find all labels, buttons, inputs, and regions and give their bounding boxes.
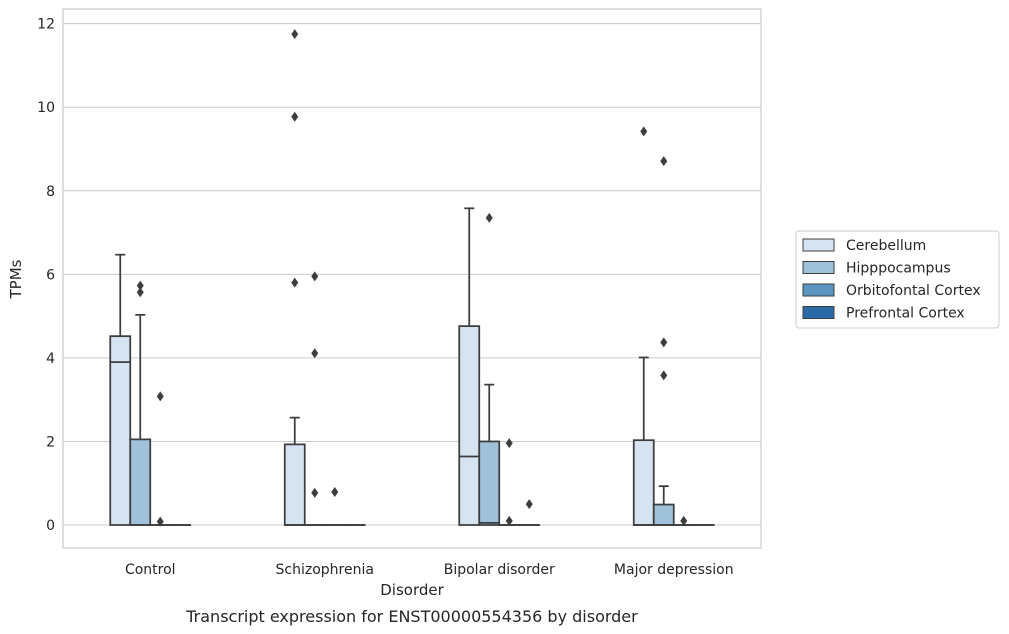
legend-frame bbox=[795, 230, 1000, 329]
box-orbitofontal-cortex bbox=[672, 515, 695, 526]
box-body bbox=[129, 438, 152, 526]
legend-label: Prefrontal Cortex bbox=[846, 306, 965, 322]
box-body bbox=[109, 335, 132, 526]
box-body bbox=[283, 443, 306, 526]
x-axis-label: Disorder bbox=[380, 581, 444, 599]
x-tick-labels: Control Schizophrenia Bipolar disorder Majo… bbox=[125, 562, 734, 578]
outlier-point bbox=[640, 126, 648, 137]
box-prefrontal-cortex bbox=[518, 499, 541, 526]
box-cerebellum bbox=[458, 207, 481, 526]
x-tick-label: Major depression bbox=[614, 562, 734, 578]
outlier-point bbox=[311, 348, 319, 359]
box-body bbox=[652, 503, 675, 526]
x-tick-label: Control bbox=[125, 562, 176, 578]
outlier-point bbox=[291, 29, 299, 40]
y-tick-label: 10 bbox=[37, 100, 55, 116]
outlier-point bbox=[291, 111, 299, 122]
box-body bbox=[478, 440, 501, 526]
y-tick-label: 4 bbox=[46, 351, 55, 367]
legend-label: Cerebellum bbox=[846, 238, 926, 254]
legend-label: Hipppocampus bbox=[846, 261, 951, 277]
y-tick-label: 2 bbox=[46, 434, 55, 450]
outlier-point bbox=[660, 156, 668, 167]
outlier-point bbox=[136, 287, 144, 298]
outlier-point bbox=[680, 515, 688, 526]
x-tick-label: Schizophrenia bbox=[276, 562, 374, 578]
outlier-point bbox=[505, 438, 513, 449]
y-tick-label: 12 bbox=[37, 17, 55, 33]
y-axis-label: TPMs bbox=[7, 259, 25, 299]
legend-swatch bbox=[802, 283, 835, 297]
y-tick-labels: 0 2 4 6 8 10 12 bbox=[37, 17, 55, 534]
box-hipppocampus bbox=[129, 280, 152, 526]
outlier-point bbox=[156, 516, 164, 527]
plot-area bbox=[62, 8, 762, 549]
outlier-point bbox=[660, 337, 668, 348]
legend: Cerebellum Hipppocampus Orbitofontal Corte… bbox=[795, 230, 1000, 329]
y-tick-label: 8 bbox=[46, 184, 55, 200]
y-tick-label: 0 bbox=[46, 518, 55, 534]
box-hipppocampus bbox=[652, 156, 675, 526]
box-body bbox=[632, 439, 655, 526]
legend-swatch bbox=[802, 238, 835, 252]
y-tick-label: 6 bbox=[46, 267, 55, 283]
outlier-point bbox=[660, 370, 668, 381]
x-tick-label: Bipolar disorder bbox=[444, 562, 555, 578]
grid-lines bbox=[63, 23, 761, 526]
box-cerebellum bbox=[632, 126, 655, 526]
outlier-point bbox=[311, 487, 319, 498]
outlier-point bbox=[311, 271, 319, 282]
outlier-point bbox=[156, 391, 164, 402]
legend-swatch bbox=[802, 261, 835, 274]
outlier-point bbox=[525, 499, 533, 510]
outlier-point bbox=[291, 277, 299, 288]
chart-title: Transcript expression for ENST0000055435… bbox=[185, 607, 638, 626]
outlier-point bbox=[505, 515, 513, 526]
box-cerebellum bbox=[283, 29, 306, 526]
box-hipppocampus bbox=[303, 271, 326, 526]
legend-label: Orbitofontal Cortex bbox=[846, 283, 981, 299]
legend-swatch bbox=[802, 306, 835, 319]
box-body bbox=[458, 325, 481, 526]
boxes bbox=[109, 29, 715, 527]
box-hipppocampus bbox=[478, 212, 501, 526]
outlier-point bbox=[485, 212, 493, 223]
box-cerebellum bbox=[109, 253, 132, 526]
outlier-point bbox=[331, 487, 339, 498]
outlier-point bbox=[136, 280, 144, 291]
